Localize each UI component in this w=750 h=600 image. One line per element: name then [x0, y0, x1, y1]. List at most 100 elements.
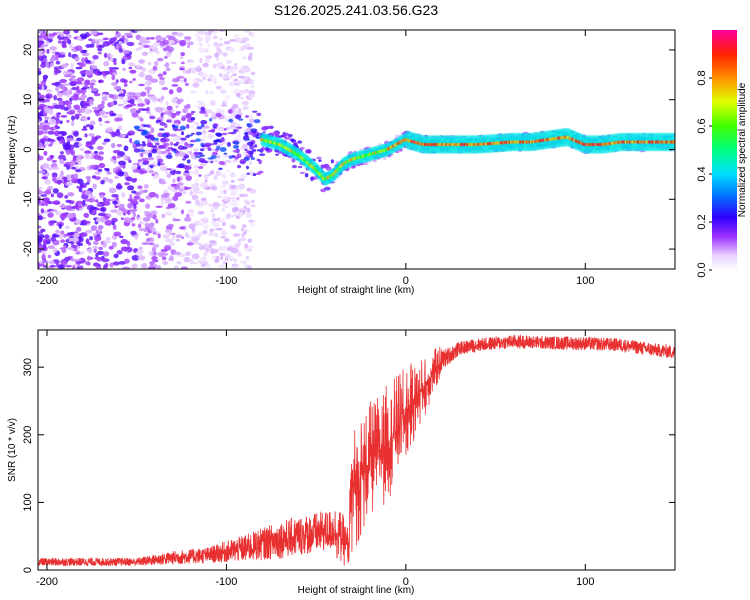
- spectrogram-cell: [252, 110, 258, 113]
- spectrogram-cell: [103, 52, 108, 59]
- spectrogram-cell: [212, 202, 220, 208]
- spectrogram-cell: [84, 150, 92, 154]
- spectrogram-cell: [92, 246, 98, 249]
- spectrogram-cell: [227, 109, 233, 114]
- colorbar-gradient: [712, 30, 737, 270]
- snr-xtick-label: -200: [36, 576, 58, 588]
- spectrogram-cell: [48, 220, 54, 226]
- spectrogram-cell: [241, 224, 247, 228]
- spectrogram-cell: [53, 69, 62, 74]
- spectrogram-cell: [227, 142, 231, 147]
- spectrogram-cell: [231, 118, 236, 124]
- spectrogram-cell: [84, 103, 90, 107]
- spectrogram-cell: [219, 37, 223, 41]
- spectrogram-cell: [111, 75, 116, 81]
- spectrogram-cell: [88, 198, 96, 203]
- spectrogram-marks: [38, 30, 675, 269]
- spectrogram-cell: [159, 165, 168, 172]
- spectrogram-cell: [90, 156, 95, 159]
- spectrogram-cell: [95, 266, 101, 269]
- spectrogram-cell: [320, 164, 325, 169]
- spectrogram-cell: [124, 182, 130, 186]
- spectrogram-cell: [63, 70, 68, 76]
- spectrogram-cell: [141, 141, 146, 144]
- spectrogram-cell: [86, 255, 91, 261]
- spectrogram-cell: [212, 218, 218, 222]
- spectrogram-cell: [249, 144, 255, 150]
- snr-panel: -200 -100 0 100 0 100 200 300 Height of straigh…: [7, 329, 676, 596]
- spectrogram-cell: [193, 121, 197, 125]
- spectrogram-cell: [49, 264, 56, 268]
- spectrogram-cell: [202, 62, 209, 68]
- spectrogram-cell: [57, 264, 66, 269]
- spectrogram-cell: [166, 173, 172, 179]
- spectrogram-cell: [325, 166, 332, 171]
- spectrogram-cell: [117, 171, 125, 177]
- spectrogram-cell: [67, 192, 75, 197]
- spectrogram-cell: [105, 111, 109, 115]
- spectrogram-cell: [120, 246, 129, 252]
- spectrogram-cell: [74, 45, 83, 51]
- spectrogram-cell: [198, 174, 202, 177]
- spectrogram-cell: [63, 163, 68, 167]
- spectrogram-cell: [222, 196, 230, 202]
- spectrogram-cell: [244, 263, 249, 269]
- spectrogram-cell: [248, 160, 253, 165]
- spectrogram-cell: [86, 70, 94, 76]
- spectrogram-cell: [113, 231, 122, 237]
- spectrogram-cell: [138, 228, 146, 232]
- spectrogram-cell: [214, 52, 220, 58]
- spectrogram-cell: [137, 103, 145, 107]
- spectrogram-cell: [206, 264, 211, 269]
- spectrogram-cell: [111, 67, 119, 70]
- spectrogram-cell: [45, 238, 51, 245]
- spectrogram-cell: [250, 128, 258, 132]
- spectrogram-cell: [222, 52, 228, 57]
- spectrogram-cell: [246, 265, 252, 269]
- spectrogram-cell: [216, 62, 224, 68]
- spectrogram-cell: [164, 170, 169, 174]
- spectrogram-cell: [220, 236, 227, 239]
- spectrogram-cell: [137, 100, 146, 104]
- spectrogram-cell: [102, 200, 111, 206]
- spectrogram-cell: [80, 94, 87, 100]
- spectrogram-cell: [98, 32, 104, 36]
- spectrogram-cell: [214, 232, 218, 238]
- spectrogram-cell: [143, 40, 151, 44]
- spectrogram-cell: [198, 47, 206, 53]
- spectrogram-cell: [213, 139, 220, 143]
- spectrogram-cell: [213, 41, 219, 47]
- spectrogram-cell: [196, 100, 205, 104]
- spectrogram-cell: [229, 39, 237, 42]
- spectrogram-cell: [180, 137, 187, 141]
- spectrogram-cell: [139, 168, 146, 171]
- spectrogram-cell: [224, 238, 230, 242]
- spectrogram-cell: [98, 162, 106, 169]
- spectrogram-cell: [102, 243, 108, 248]
- spectrogram-cell: [109, 262, 114, 268]
- spectrogram-cell: [38, 70, 42, 76]
- spectrogram-cell: [230, 196, 237, 200]
- spectrogram-cell: [247, 238, 252, 243]
- spectrogram-cell: [151, 148, 157, 154]
- spectrogram-cell: [165, 100, 169, 107]
- spectrogram-cell: [231, 70, 236, 75]
- spectrogram-cell: [183, 217, 192, 222]
- spectrogram-cell: [87, 33, 91, 37]
- spectrogram-cell: [94, 171, 101, 175]
- spectrogram-cell: [42, 260, 49, 264]
- spectrogram-cell: [88, 38, 93, 42]
- spectrogram-cell: [93, 109, 101, 114]
- spectrogram-cell: [112, 155, 117, 160]
- spectrogram-cell: [198, 231, 204, 236]
- spectrogram-cell: [251, 149, 257, 152]
- spectrogram-cell: [162, 234, 170, 239]
- spectrogram-cell: [70, 247, 75, 251]
- spectrogram-cell: [170, 61, 177, 65]
- spectrogram-cell: [172, 178, 176, 183]
- spectrogram-cell: [146, 88, 150, 95]
- spectrogram-cell: [221, 222, 226, 226]
- spectrogram-cell: [216, 145, 221, 150]
- spectrogram-cell: [51, 160, 57, 163]
- spectrogram-cell: [166, 168, 172, 171]
